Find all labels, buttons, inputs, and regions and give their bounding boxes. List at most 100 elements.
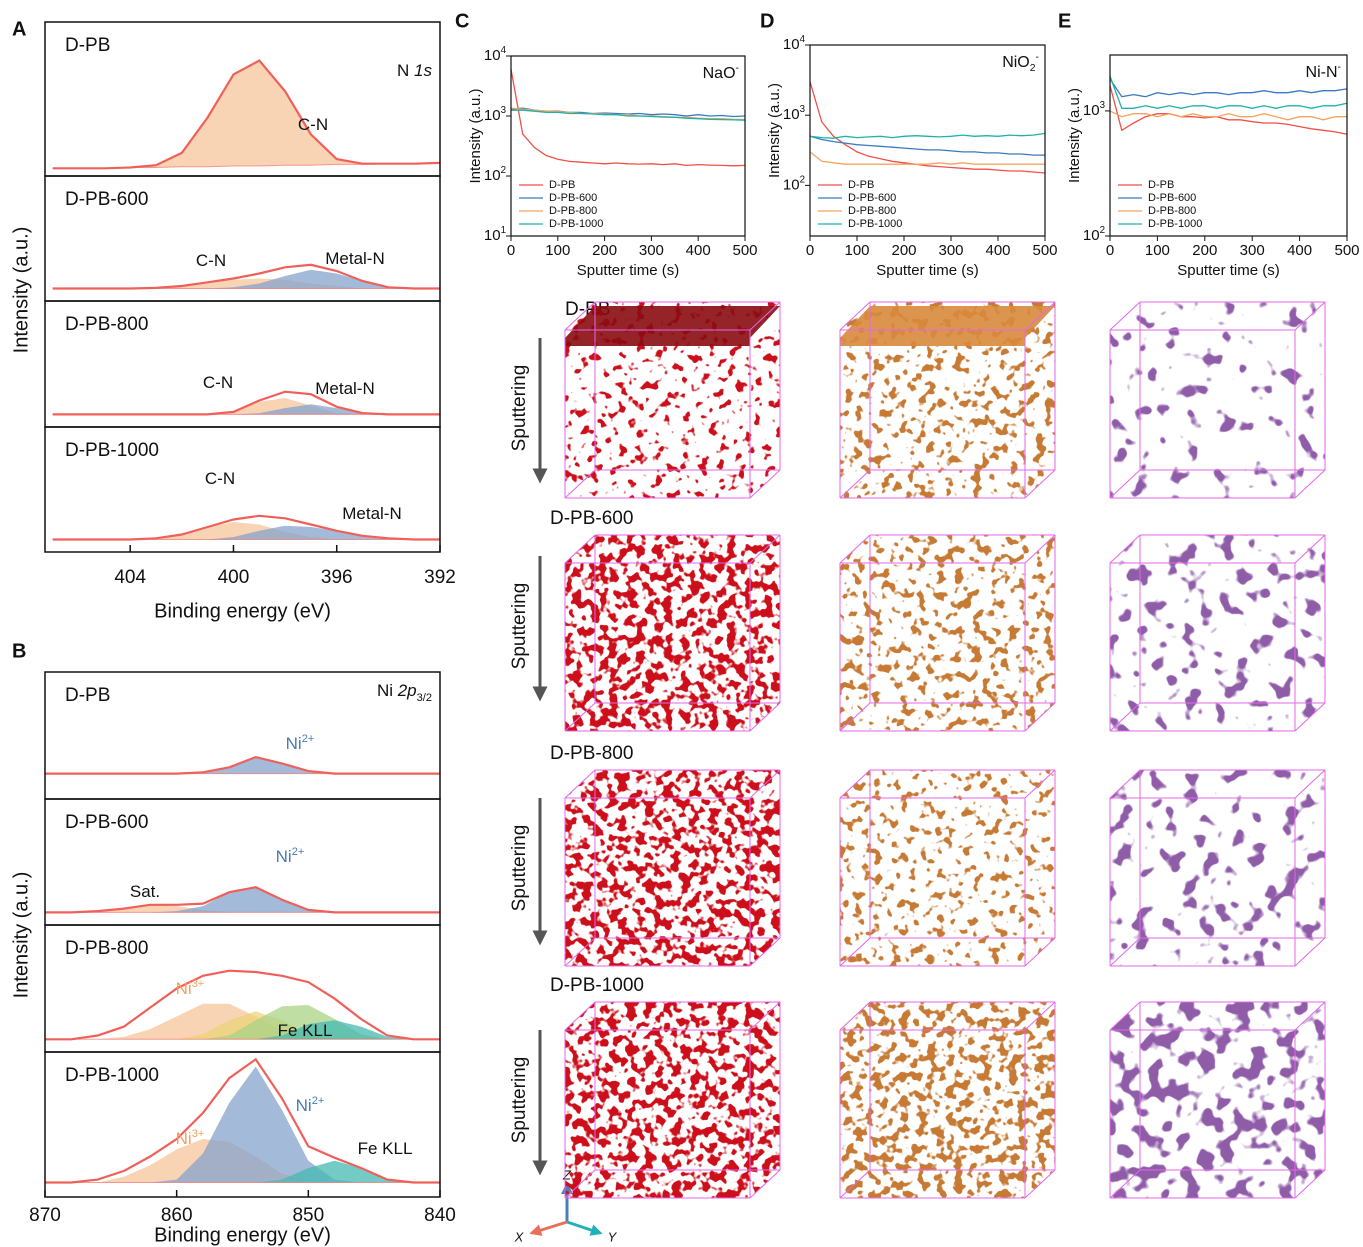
y-tick-label: 104 [484, 45, 507, 64]
x-arrow [529, 1220, 568, 1236]
series-line [511, 109, 746, 121]
voxel-texture [840, 770, 1055, 966]
panel-letter: B [12, 640, 26, 662]
series-line [510, 69, 746, 167]
component-area [45, 1066, 440, 1183]
x-tick-label: 400 [1287, 242, 1312, 259]
x-tick-label: 200 [1192, 242, 1217, 259]
annotation-text: Fe KLL [278, 1021, 333, 1040]
cube-edge [1294, 702, 1326, 732]
envelope-line [52, 59, 441, 170]
x-tick-label: 300 [639, 242, 664, 259]
cube-edge [1024, 702, 1056, 732]
y-axis-label: Intensity (a.u.) [10, 227, 32, 354]
y-tick-label-label: 10 [484, 107, 501, 124]
annotation-text: Fe KLL [358, 1139, 413, 1158]
annotation-text: Metal-N [325, 249, 385, 268]
surface-layer [840, 306, 1055, 346]
row-label: D-PB-1000 [550, 975, 644, 996]
component-area [52, 522, 440, 540]
legend-label: D-PB [1148, 179, 1174, 191]
x-tick-label: 392 [424, 567, 456, 588]
component-area [45, 1020, 440, 1040]
cube-edge [839, 937, 871, 967]
y-tick-label: 102 [484, 165, 506, 184]
cube-edge [749, 769, 781, 799]
panel-letter: D [760, 10, 774, 32]
voxel-texture [1110, 770, 1325, 966]
x-tick-label: 400 [218, 567, 250, 588]
series-line [809, 132, 1046, 139]
envelope-line [52, 390, 440, 416]
x-tick-label: 840 [424, 1205, 456, 1226]
annotation-text: Ni [276, 847, 292, 866]
x-axis-label: Binding energy (eV) [154, 600, 331, 622]
subplot-frame [44, 426, 441, 553]
chart-title-sup: - [1338, 62, 1341, 73]
plot-frame [510, 55, 746, 237]
voxel-texture [565, 1002, 780, 1198]
cube-edge [1109, 1169, 1141, 1199]
panel-letter: C [455, 10, 469, 32]
annotation-text: Metal-N [315, 379, 375, 398]
annotation-sup: 3+ [192, 978, 205, 990]
envelope-line [45, 1057, 440, 1184]
cube-edge [1109, 702, 1141, 732]
series-line [1109, 78, 1348, 98]
cube-edge [1294, 301, 1326, 331]
cube-edge [749, 937, 781, 967]
cube-edge [749, 1169, 781, 1199]
y-label: Y [608, 1229, 618, 1244]
y-tick-label-label: 10 [783, 36, 800, 53]
y-tick-label-label: 10 [783, 106, 800, 123]
y-tick-label: 103 [1083, 100, 1105, 119]
x-tick-label: 850 [292, 1205, 324, 1226]
x-tick-label: 0 [507, 242, 515, 259]
cube-edge [1294, 469, 1326, 499]
annotation: C-N [298, 115, 328, 134]
annotation: C-N [203, 373, 233, 392]
chart-title-sup: - [736, 63, 739, 74]
component-area [52, 404, 440, 415]
cube-edge [1294, 1169, 1326, 1199]
y-tick-label-sup: 4 [800, 34, 806, 45]
cube-edge [1109, 769, 1141, 799]
annotation: Metal-N [325, 249, 385, 268]
cube-edge [839, 769, 871, 799]
chart-title: NaO- [703, 63, 739, 82]
series-line [809, 135, 1045, 156]
plot-frame [809, 44, 1046, 237]
subplot-label: D-PB-600 [65, 189, 148, 210]
x-tick-label: 860 [161, 1205, 193, 1226]
component-area [52, 525, 440, 540]
cube-edge [1109, 1001, 1141, 1031]
cube-edge [839, 1169, 871, 1199]
cube-edge [564, 937, 596, 967]
annotation-sup: 3+ [192, 1128, 205, 1140]
y-arrow [566, 1220, 603, 1236]
sputter-label: Sputtering [509, 365, 530, 452]
x-tick-label: 500 [1334, 242, 1359, 259]
legend-label: D-PB-600 [848, 192, 896, 204]
subplot-label: D-PB [65, 685, 110, 706]
y-tick-label: 103 [783, 104, 805, 123]
x-tick-label: 200 [891, 242, 916, 259]
legend-label: D-PB-800 [549, 205, 597, 217]
annotation: Fe KLL [278, 1021, 333, 1040]
x-tick-label: 400 [985, 242, 1010, 259]
annotation-sub: 3/2 [417, 692, 432, 704]
y-tick-label-sup: 4 [501, 45, 507, 56]
y-tick-label: 102 [783, 174, 805, 193]
annotation: Ni2+ [286, 733, 315, 754]
y-tick-label: 101 [484, 225, 506, 244]
y-axis-label: Intensity (a.u.) [467, 88, 484, 183]
y-tick-label: 104 [783, 34, 806, 53]
y-tick-label-label: 10 [783, 176, 800, 193]
panel-letter: E [1058, 10, 1071, 32]
chart-title-text: NaO [703, 65, 736, 82]
x-tick-label: 500 [1032, 242, 1057, 259]
legend-label: D-PB-800 [1148, 205, 1196, 217]
legend-label: D-PB-600 [1148, 192, 1196, 204]
envelope-line [45, 969, 440, 1041]
